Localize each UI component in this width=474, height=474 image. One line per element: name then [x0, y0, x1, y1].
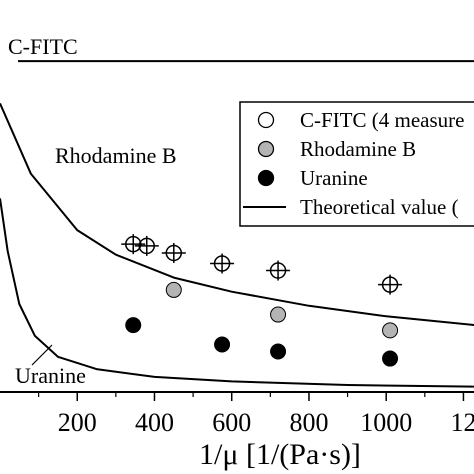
point-c-fitc-4-measure-3 — [213, 255, 231, 272]
legend-entry-2-swatch — [257, 169, 275, 187]
point-uranine-0 — [125, 317, 142, 334]
curve-label-c-fitc: C-FITC — [8, 34, 78, 59]
point-rhodamine-b-0 — [165, 281, 182, 298]
data-points — [121, 234, 403, 367]
theory-curve-rhodamine-b — [0, 102, 474, 327]
point-rhodamine-b-1 — [270, 306, 287, 323]
x-axis-label: 1/μ [1/(Pa·s)] — [199, 438, 361, 471]
curve-label-uranine: Uranine — [15, 363, 86, 388]
x-tick-label-200: 200 — [58, 408, 97, 437]
theory-curves — [0, 60, 474, 388]
legend-entry-0-swatch — [257, 111, 275, 129]
legend-box — [239, 101, 474, 227]
x-tick-label-800: 800 — [289, 408, 328, 437]
curve-labels: C-FITC Rhodamine B Uranine — [8, 34, 177, 388]
point-c-fitc-4-measure-0 — [124, 235, 142, 253]
x-axis-tick-labels: 200 400 600 800 1000 12 — [58, 408, 474, 437]
curve-leader-uranine — [31, 344, 53, 366]
point-c-fitc-4-measure-2 — [165, 244, 183, 262]
theory-curve-uranine — [0, 198, 474, 388]
point-c-fitc-4-measure-1 — [138, 237, 156, 255]
legend-entry-1-swatch — [257, 140, 275, 158]
point-uranine-1 — [214, 336, 231, 353]
point-uranine-2 — [270, 343, 287, 360]
curve-label-rhodamine-b: Rhodamine B — [55, 143, 177, 168]
point-uranine-3 — [382, 350, 399, 367]
legend-entry-3-label: Theoretical value ( — [300, 195, 459, 219]
x-tick-label-12: 12 — [450, 408, 474, 437]
legend-entry-1-label: Rhodamine B — [300, 137, 416, 161]
legend-entry-2-label: Uranine — [300, 166, 368, 190]
x-tick-label-400: 400 — [135, 408, 174, 437]
point-c-fitc-4-measure-4 — [269, 262, 287, 279]
legend-entry-0-label: C-FITC (4 measure — [300, 108, 464, 132]
x-tick-label-1000: 1000 — [360, 408, 412, 437]
legend: C-FITC (4 measure Rhodamine B Uranine Theor… — [239, 101, 474, 227]
x-axis-ticks — [38, 392, 465, 401]
x-tick-label-600: 600 — [212, 408, 251, 437]
point-c-fitc-4-measure-5 — [381, 276, 399, 293]
point-rhodamine-b-2 — [382, 322, 399, 339]
